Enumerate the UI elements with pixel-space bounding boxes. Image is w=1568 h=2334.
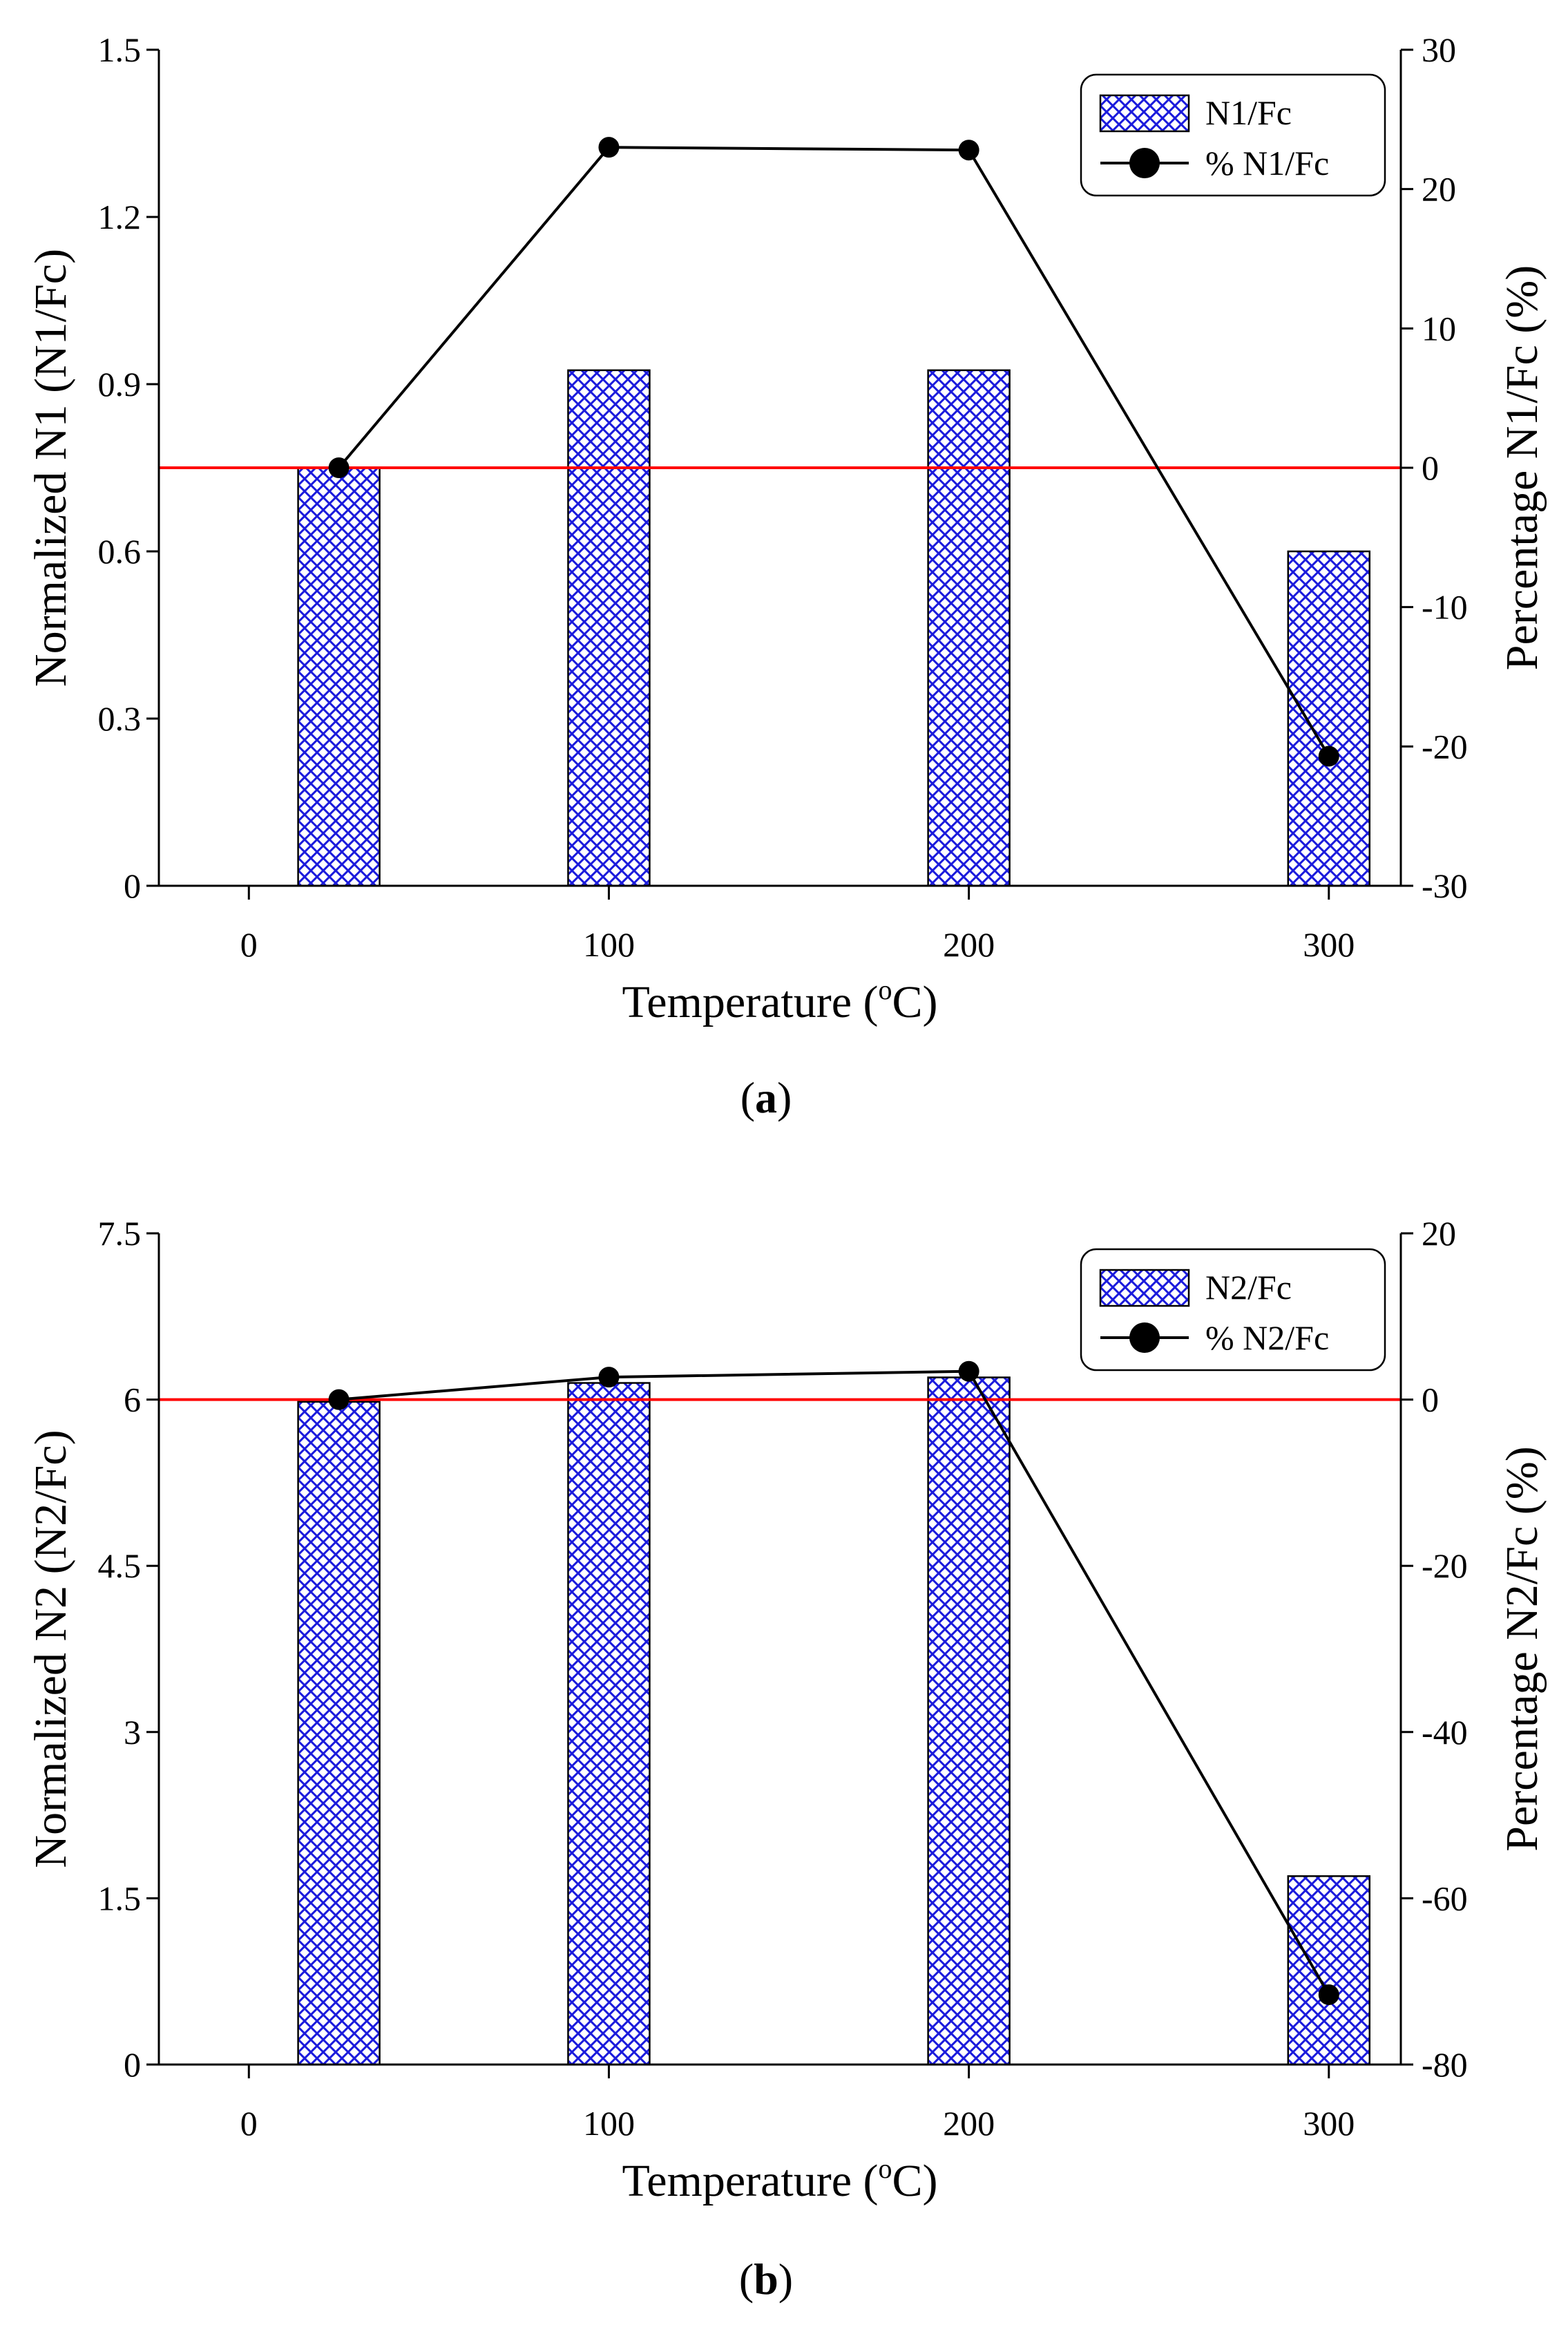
legend-marker-swatch (1129, 148, 1160, 178)
y-right-tick-label: 30 (1422, 30, 1456, 69)
x-tick-label: 200 (943, 925, 995, 964)
y-left-tick-label: 3 (124, 1713, 141, 1752)
x-tick-label: 300 (1303, 925, 1355, 964)
y-left-tick-label: 7.5 (98, 1214, 142, 1253)
panel-caption-letter: a (755, 1073, 777, 1122)
y-left-tick-label: 1.5 (98, 1879, 142, 1917)
legend-bar-swatch (1099, 1269, 1190, 1307)
legend-marker-swatch (1129, 1322, 1160, 1353)
x-tick-label: 200 (943, 2104, 995, 2143)
y-axis-label-left: Normalized N2 (N2/Fc) (26, 1430, 76, 1868)
panel-caption-close: ) (777, 1073, 792, 1122)
percentage-point-0 (328, 1389, 350, 1410)
panel-caption-open: ( (740, 1073, 755, 1122)
y-axis-label-left: Normalized N1 (N1/Fc) (26, 249, 76, 687)
y-left-tick-label: 1.2 (98, 198, 142, 236)
x-axis-label-end: C) (892, 2156, 938, 2206)
panel-caption: (a) (740, 1073, 792, 1122)
y-left-tick-label: 1.5 (98, 30, 142, 69)
y-right-tick-label: -20 (1422, 1546, 1468, 1585)
y-right-tick-label: -20 (1422, 727, 1468, 766)
x-tick-label: 0 (240, 2104, 258, 2143)
y-right-tick-label: -10 (1422, 588, 1468, 627)
y-right-tick-label: 20 (1422, 170, 1456, 209)
y-right-tick-label: 0 (1422, 1381, 1439, 1419)
bar-b-0 (297, 1401, 381, 2066)
y-right-tick-label: 10 (1422, 309, 1456, 348)
legend-bar-swatch (1099, 94, 1190, 133)
x-axis-label-sup: o (879, 974, 892, 1005)
percentage-point-3 (1318, 1984, 1339, 2005)
bar-b-2 (927, 1376, 1011, 2066)
legend-line-label: % N2/Fc (1205, 1318, 1329, 1357)
panel-caption: (b) (739, 2255, 793, 2304)
bar-a-1 (567, 369, 651, 887)
percentage-point-1 (598, 1367, 620, 1388)
percentage-point-0 (328, 457, 350, 478)
x-axis-label-sup: o (879, 2153, 892, 2184)
y-axis-label-right: Percentage N1/Fc (%) (1497, 265, 1547, 670)
y-right-tick-label: -60 (1422, 1879, 1468, 1917)
percentage-series-line (338, 146, 1330, 757)
y-left-tick-label: 0.3 (98, 699, 142, 738)
percentage-point-1 (598, 137, 620, 158)
x-axis-label-main: Temperature ( (622, 977, 879, 1027)
legend-bar-label: N1/Fc (1205, 93, 1292, 132)
y-left-tick-label: 0 (124, 866, 141, 905)
y-left-tick-label: 4.5 (98, 1546, 142, 1585)
bar-b-1 (567, 1382, 651, 2066)
x-axis-label: Temperature (oC) (622, 2153, 938, 2206)
y-right-tick-label: -30 (1422, 866, 1468, 905)
y-right-tick-label: 0 (1422, 448, 1439, 487)
percentage-point-2 (958, 1360, 979, 1382)
bar-b-3 (1287, 1875, 1371, 2066)
x-axis-label: Temperature (oC) (622, 974, 938, 1027)
y-axis-label-right: Percentage N2/Fc (%) (1497, 1446, 1547, 1851)
legend-bar-label: N2/Fc (1205, 1268, 1292, 1307)
y-left-tick-label: 6 (124, 1381, 141, 1419)
percentage-point-2 (958, 140, 979, 161)
x-tick-label: 0 (240, 925, 258, 964)
bar-a-3 (1287, 550, 1371, 887)
y-right-tick-label: 20 (1422, 1214, 1456, 1253)
y-right-tick-label: -40 (1422, 1713, 1468, 1752)
x-axis-label-main: Temperature ( (622, 2156, 879, 2206)
y-left-tick-label: 0 (124, 2045, 141, 2084)
bar-a-0 (297, 466, 381, 887)
panel-caption-open: ( (739, 2255, 754, 2304)
bar-a-2 (927, 369, 1011, 887)
x-tick-label: 100 (583, 2104, 635, 2143)
percentage-series-line (338, 1369, 1330, 1995)
panel-caption-letter: b (754, 2255, 778, 2304)
y-left-tick-label: 0.9 (98, 365, 142, 404)
y-left-tick-label: 0.6 (98, 532, 142, 571)
panel-caption-close: ) (778, 2255, 793, 2304)
legend-line-label: % N1/Fc (1205, 144, 1329, 182)
y-right-tick-label: -80 (1422, 2045, 1468, 2084)
x-axis-label-end: C) (892, 977, 938, 1027)
x-tick-label: 300 (1303, 2104, 1355, 2143)
x-tick-label: 100 (583, 925, 635, 964)
percentage-point-3 (1318, 746, 1339, 767)
